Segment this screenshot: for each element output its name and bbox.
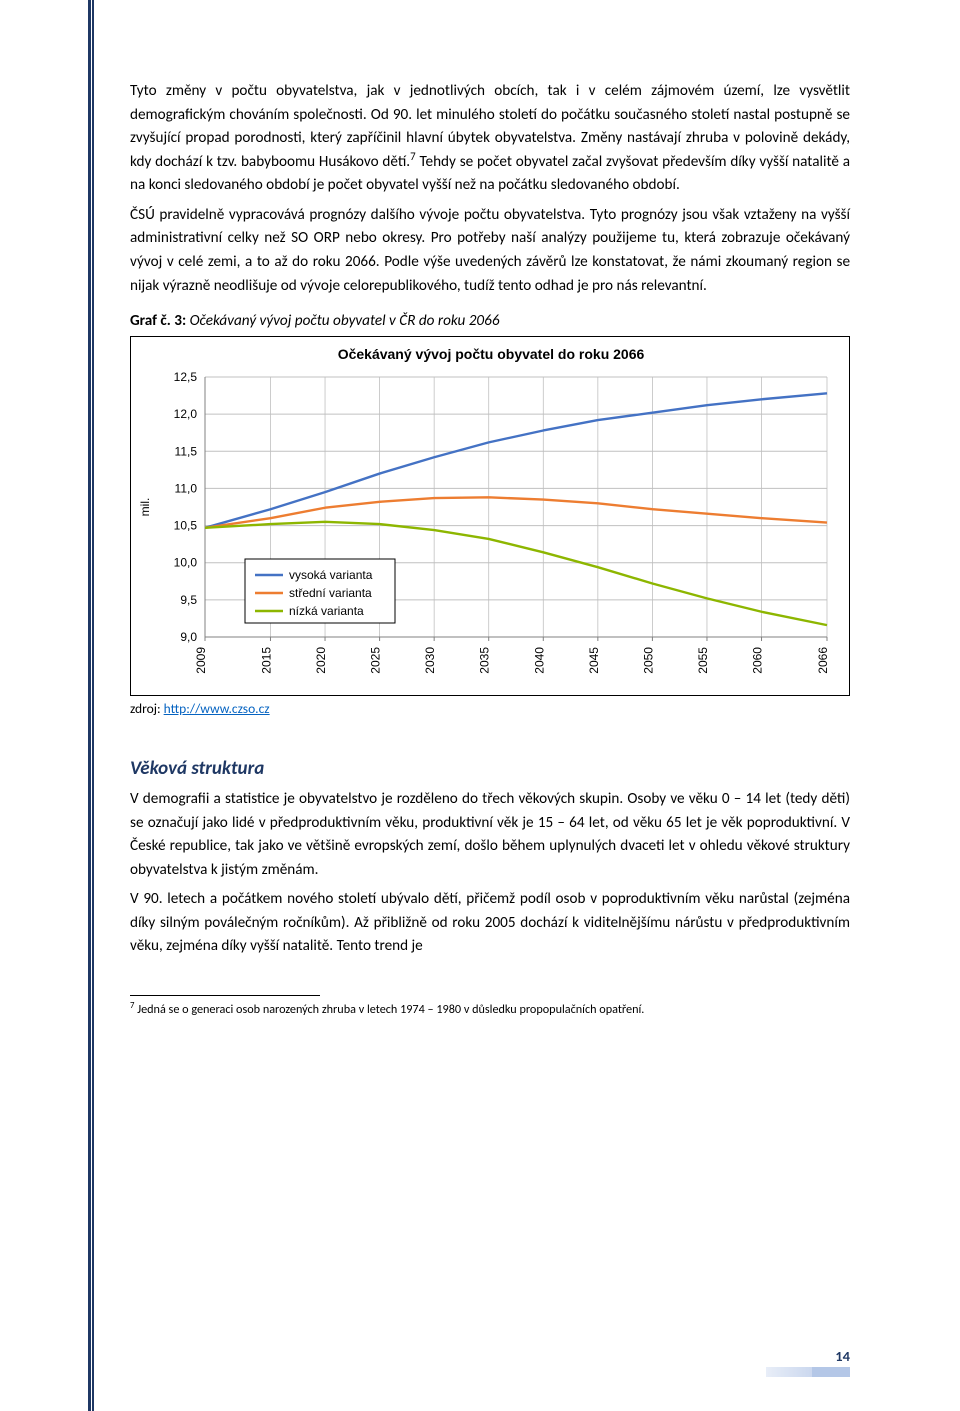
svg-text:2066: 2066	[816, 647, 830, 674]
svg-text:Očekávaný vývoj počtu obyvatel: Očekávaný vývoj počtu obyvatel do roku 2…	[338, 346, 645, 362]
page-number-bar	[766, 1367, 850, 1377]
svg-text:2030: 2030	[423, 647, 437, 674]
svg-text:10,0: 10,0	[174, 556, 198, 570]
paragraph-1: Tyto změny v počtu obyvatelstva, jak v j…	[130, 80, 850, 198]
svg-text:2045: 2045	[587, 647, 601, 674]
chart-caption-label: Graf č. 3:	[130, 312, 186, 330]
section-heading-age-structure: Věková struktura	[130, 757, 850, 780]
svg-text:2025: 2025	[369, 647, 383, 674]
chart-caption-title: Očekávaný vývoj počtu obyvatel v ČR do r…	[186, 312, 499, 330]
page-number: 14	[766, 1347, 850, 1365]
page-number-block: 14	[766, 1347, 850, 1377]
svg-text:11,5: 11,5	[175, 444, 198, 458]
svg-text:2060: 2060	[751, 647, 765, 674]
svg-text:12,0: 12,0	[174, 407, 198, 421]
svg-text:střední varianta: střední varianta	[289, 586, 372, 600]
paragraph-3: V demografii a statistice je obyvatelstv…	[130, 788, 850, 882]
svg-text:mil.: mil.	[138, 498, 152, 517]
forecast-chart: Očekávaný vývoj počtu obyvatel do roku 2…	[130, 336, 850, 696]
vertical-margin-rule	[88, 0, 94, 1411]
svg-text:10,5: 10,5	[174, 519, 198, 533]
svg-text:2009: 2009	[194, 647, 208, 674]
source-link[interactable]: http://www.czso.cz	[164, 700, 270, 717]
svg-text:2055: 2055	[696, 647, 710, 674]
svg-text:2035: 2035	[478, 647, 492, 674]
footnote-separator	[130, 995, 320, 996]
chart-caption: Graf č. 3: Očekávaný vývoj počtu obyvate…	[130, 312, 850, 330]
svg-text:2040: 2040	[532, 647, 546, 674]
footnote-text: Jedná se o generaci osob narozených zhru…	[134, 1002, 644, 1017]
source-prefix: zdroj:	[130, 700, 164, 717]
svg-text:vysoká varianta: vysoká varianta	[289, 568, 373, 582]
svg-text:nízká varianta: nízká varianta	[289, 604, 364, 618]
svg-text:2050: 2050	[641, 647, 655, 674]
svg-text:2020: 2020	[314, 647, 328, 674]
svg-text:9,5: 9,5	[180, 593, 197, 607]
chart-svg: Očekávaný vývoj počtu obyvatel do roku 2…	[131, 337, 851, 697]
svg-text:9,0: 9,0	[180, 630, 197, 644]
chart-source: zdroj: http://www.czso.cz	[130, 700, 850, 717]
svg-text:11,0: 11,0	[175, 481, 198, 495]
paragraph-2: ČSÚ pravidelně vypracovává prognózy dalš…	[130, 204, 850, 298]
footnote-7: 7 Jedná se o generaci osob narozených zh…	[130, 1002, 850, 1018]
svg-text:2015: 2015	[259, 647, 273, 674]
svg-text:12,5: 12,5	[174, 370, 198, 384]
paragraph-4: V 90. letech a počátkem nového století u…	[130, 888, 850, 959]
